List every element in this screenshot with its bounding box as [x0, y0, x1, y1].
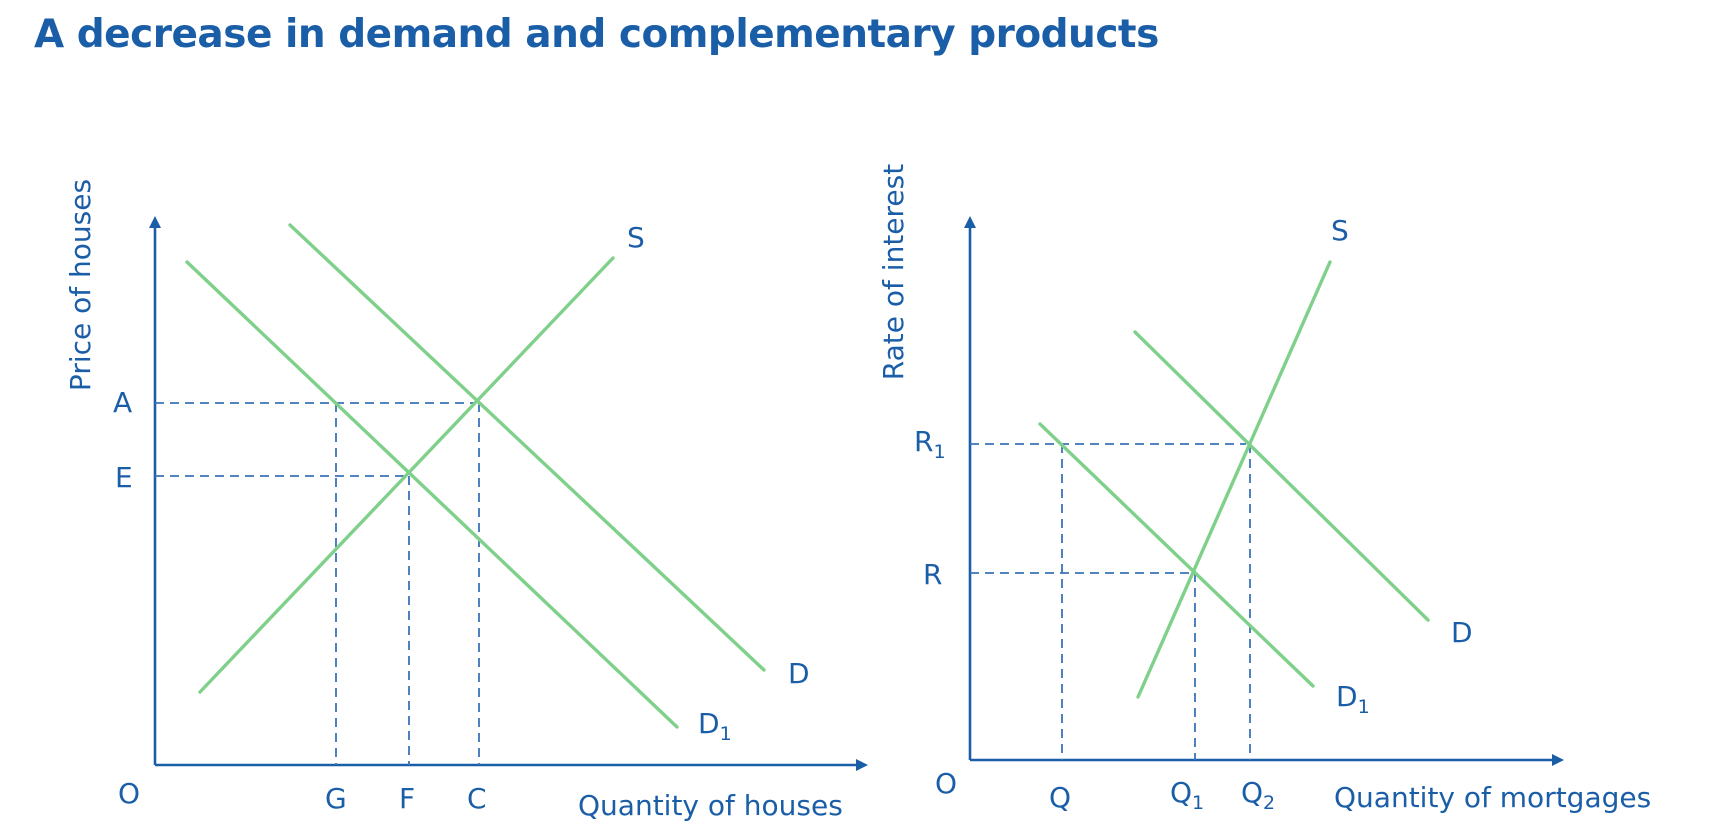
left-supply-curve: [198, 256, 615, 694]
left-price-label-a: A: [113, 386, 132, 419]
right-new-demand-label: D1: [1336, 680, 1370, 718]
left-qty-label-g: G: [325, 782, 347, 815]
right-diagram: Rate of interest Quantity of mortgages O…: [877, 164, 1651, 814]
right-qty-label-q1: Q1: [1170, 776, 1204, 814]
right-demand-curve: [1133, 330, 1430, 622]
right-new-demand-curve: [1038, 422, 1315, 688]
right-qty-label-q2: Q2: [1241, 776, 1275, 814]
left-qty-label-f: F: [399, 782, 415, 815]
right-rate-label-r1: R1: [914, 425, 946, 463]
left-x-axis-label: Quantity of houses: [578, 789, 843, 822]
right-y-axis-label: Rate of interest: [877, 164, 910, 380]
left-origin-label: O: [118, 777, 140, 810]
left-price-label-e: E: [115, 461, 133, 494]
left-demand-curve: [288, 223, 766, 672]
right-demand-label: D: [1451, 616, 1473, 649]
left-new-demand-curve: [185, 260, 679, 729]
left-y-axis-label: Price of houses: [64, 179, 97, 391]
right-supply-label: S: [1331, 214, 1349, 247]
right-supply-curve: [1136, 260, 1332, 699]
left-demand-label: D: [788, 657, 810, 690]
left-qty-label-c: C: [467, 782, 487, 815]
right-rate-label-r: R: [923, 558, 942, 591]
right-x-axis-label: Quantity of mortgages: [1334, 781, 1651, 814]
left-diagram: Price of houses Quantity of houses O A E…: [64, 179, 868, 822]
right-qty-label-q: Q: [1049, 781, 1071, 814]
right-origin-label: O: [935, 767, 957, 800]
left-supply-label: S: [627, 221, 645, 254]
page-title: A decrease in demand and complementary p…: [34, 12, 1159, 57]
left-new-demand-label: D1: [698, 707, 732, 745]
